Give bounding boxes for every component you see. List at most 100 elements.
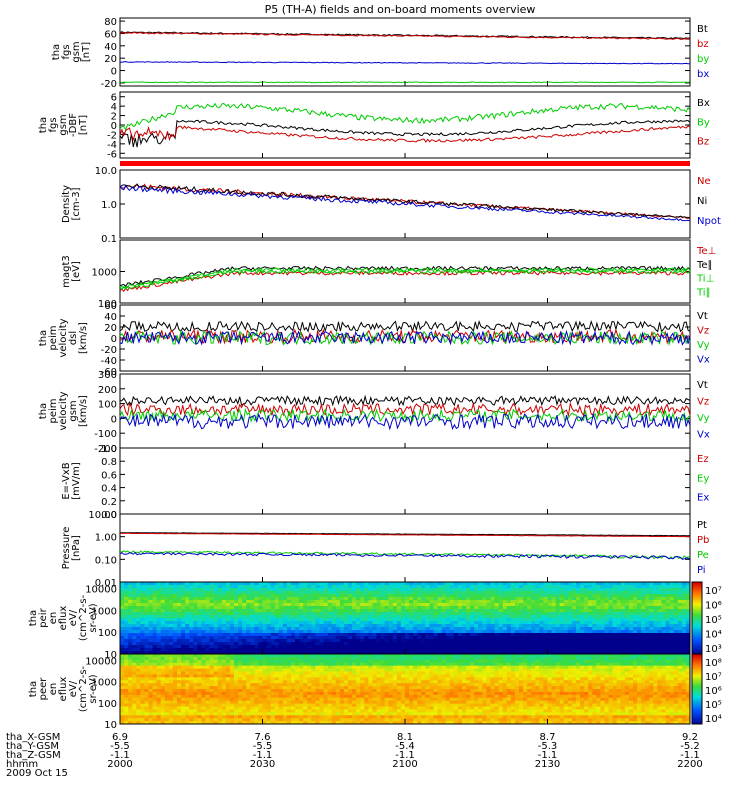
- spectrogram-cell: [266, 677, 272, 681]
- spectrogram-cell: [637, 651, 642, 655]
- spectrogram-cell: [608, 582, 614, 586]
- spectrogram-cell: [486, 591, 491, 595]
- spectrogram-cell: [576, 600, 581, 604]
- colorbar-segment: [692, 594, 702, 597]
- spectrogram-cell: [665, 639, 671, 643]
- spectrogram-cell: [343, 615, 349, 619]
- spectrogram-cell: [225, 645, 231, 649]
- spectrogram-cell: [201, 597, 206, 601]
- y-tick-label: 0: [111, 67, 117, 78]
- spectrogram-cell: [168, 648, 174, 652]
- spectrogram-cell: [596, 600, 601, 604]
- spectrogram-cell: [600, 582, 605, 586]
- spectrogram-cell: [555, 633, 561, 637]
- y-axis-label: (cm^2-s-: [78, 665, 89, 712]
- legend-label: By: [697, 117, 710, 128]
- spectrogram-cell: [128, 585, 133, 589]
- spectrogram-cell: [576, 594, 581, 598]
- spectrogram-cell: [315, 718, 320, 722]
- spectrogram-cell: [295, 674, 300, 678]
- spectrogram-cell: [584, 633, 589, 637]
- spectrogram-cell: [396, 585, 402, 589]
- spectrogram-cell: [409, 621, 414, 625]
- spectrogram-cell: [437, 618, 443, 622]
- spectrogram-cell: [258, 621, 263, 625]
- spectrogram-cell: [295, 691, 300, 696]
- spectrogram-cell: [547, 633, 553, 637]
- spectrogram-cell: [327, 624, 333, 628]
- spectrogram-cell: [539, 630, 544, 634]
- spectrogram-cell: [152, 591, 158, 595]
- y-axis-label: sr-eV): [88, 674, 99, 703]
- spectrogram-cell: [400, 615, 406, 619]
- spectrogram-cell: [193, 683, 198, 687]
- spectrogram-cell: [148, 621, 154, 625]
- spectrogram-cell: [319, 618, 325, 622]
- spectrogram-cell: [315, 615, 320, 619]
- spectrogram-cell: [168, 624, 174, 628]
- spectrogram-cell: [624, 585, 630, 589]
- spectrogram-cell: [197, 618, 202, 622]
- spectrogram-cell: [531, 615, 536, 619]
- spectrogram-cell: [303, 618, 308, 622]
- spectrogram-cell: [425, 639, 430, 643]
- spectrogram-cell: [616, 603, 622, 607]
- spectrogram-cell: [152, 636, 158, 640]
- spectrogram-cell: [303, 689, 308, 693]
- spectrogram-cell: [278, 636, 284, 640]
- spectrogram-cell: [266, 715, 272, 719]
- spectrogram-cell: [225, 633, 231, 637]
- spectrogram-cell: [327, 721, 333, 725]
- spectrogram-cell: [299, 689, 304, 693]
- spectrogram-cell: [181, 671, 186, 675]
- spectrogram-cell: [457, 624, 463, 628]
- spectrogram-cell: [405, 609, 410, 613]
- spectrogram-cell: [539, 612, 544, 616]
- spectrogram-cell: [494, 594, 500, 598]
- spectrogram-cell: [551, 600, 557, 604]
- spectrogram-cell: [120, 642, 125, 646]
- spectrogram-cell: [661, 645, 667, 649]
- spectrogram-cell: [445, 588, 451, 592]
- spectrogram-cell: [160, 645, 166, 649]
- spectrogram-cell: [181, 715, 186, 719]
- spectrogram-cell: [177, 654, 182, 658]
- spectrogram-cell: [343, 651, 349, 655]
- spectrogram-cell: [136, 621, 141, 625]
- spectrogram-cell: [299, 721, 304, 725]
- spectrogram-cell: [352, 609, 357, 613]
- spectrogram-cell: [441, 645, 447, 649]
- spectrogram-cell: [392, 594, 398, 598]
- spectrogram-cell: [319, 636, 325, 640]
- spectrogram-cell: [571, 588, 577, 592]
- spectrogram-cell: [413, 630, 418, 634]
- spectrogram-cell: [250, 609, 255, 613]
- spectrogram-cell: [421, 591, 426, 595]
- spectrogram-cell: [177, 706, 182, 710]
- spectrogram-cell: [331, 645, 337, 649]
- spectrogram-cell: [657, 606, 662, 610]
- spectrogram-cell: [197, 591, 202, 595]
- spectrogram-cell: [343, 618, 349, 622]
- spectrogram-cell: [258, 627, 263, 631]
- spectrogram-cell: [681, 585, 687, 589]
- spectrogram-cell: [156, 645, 162, 649]
- spectrogram-cell: [213, 674, 219, 678]
- spectrogram-cell: [128, 609, 133, 613]
- spectrogram-cell: [282, 624, 288, 628]
- spectrogram-cell: [409, 612, 414, 616]
- spectrogram-cell: [185, 609, 190, 613]
- spectrogram-cell: [628, 651, 634, 655]
- spectrogram-cell: [266, 636, 272, 640]
- spectrogram-cell: [462, 651, 467, 655]
- spectrogram-cell: [319, 691, 325, 696]
- spectrogram-cell: [124, 721, 129, 725]
- spectrogram-cell: [303, 621, 308, 625]
- spectrogram-cell: [429, 642, 434, 646]
- spectrogram-cell: [254, 659, 259, 664]
- spectrogram-cell: [641, 618, 646, 622]
- spectrogram-cell: [205, 674, 211, 678]
- spectrogram-cell: [148, 656, 154, 661]
- spectrogram-cell: [266, 694, 272, 699]
- y-axis-label: [nT]: [81, 42, 92, 62]
